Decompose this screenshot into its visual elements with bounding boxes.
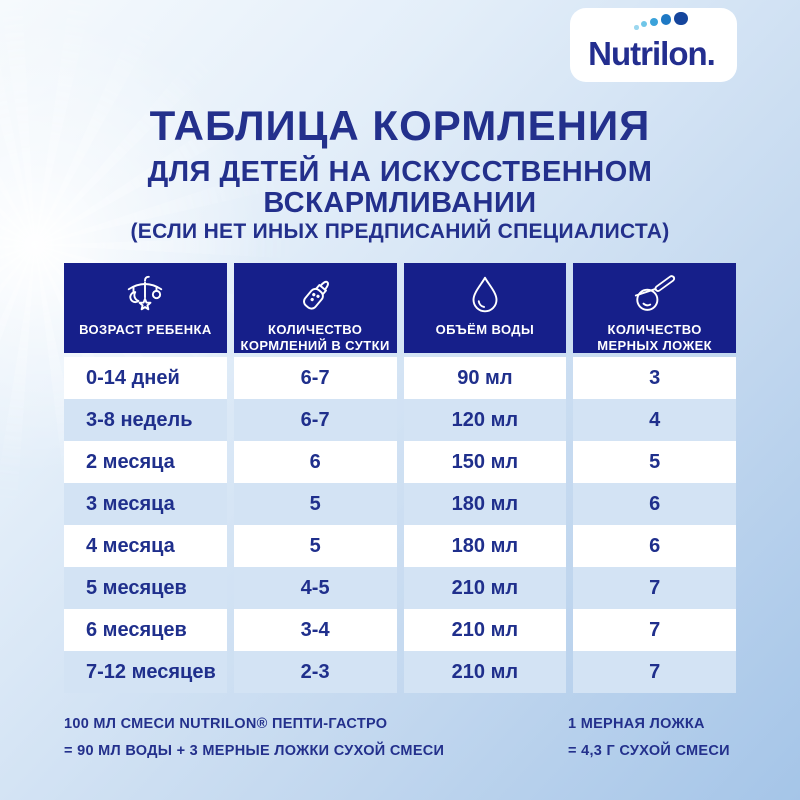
cell-feedings: 3-4: [233, 609, 397, 651]
cell-age: 5 месяцев: [64, 567, 227, 609]
cell-age: 3 месяца: [64, 483, 227, 525]
column-header-scoops: КОЛИЧЕСТВО МЕРНЫХ ЛОЖЕК: [573, 263, 736, 353]
cell-scoops: 7: [573, 567, 736, 609]
feeding-table: ВОЗРАСТ РЕБЕНКА КОЛИЧ: [64, 263, 736, 693]
footnote-line: = 4,3 Г СУХОЙ СМЕСИ: [568, 743, 730, 759]
cell-water: 120 мл: [403, 399, 567, 441]
cell-feedings: 5: [233, 525, 397, 567]
cell-age: 0-14 дней: [64, 357, 227, 399]
cell-water: 210 мл: [403, 567, 567, 609]
footnote-line: = 90 МЛ ВОДЫ + 3 МЕРНЫЕ ЛОЖКИ СУХОЙ СМЕС…: [64, 743, 445, 759]
logo-dot-icon: [649, 17, 658, 26]
column-header-label: КОЛИЧЕСТВО КОРМЛЕНИЙ В СУТКИ: [240, 322, 390, 353]
cell-water: 210 мл: [403, 651, 567, 693]
baby-bottle-icon: [292, 272, 338, 318]
cell-scoops: 7: [573, 651, 736, 693]
footnote-scoop-weight: 1 МЕРНАЯ ЛОЖКА = 4,3 Г СУХОЙ СМЕСИ: [568, 711, 730, 765]
cell-age: 4 месяца: [64, 525, 227, 567]
cell-scoops: 3: [573, 357, 736, 399]
cell-scoops: 5: [573, 441, 736, 483]
baby-mobile-icon: [122, 272, 168, 318]
logo-dot-icon: [660, 14, 671, 25]
footnote-line: 100 МЛ СМЕСИ NUTRILON® ПЕПТИ-ГАСТРО: [64, 716, 388, 732]
cell-feedings: 6: [233, 441, 397, 483]
cell-feedings: 6-7: [233, 399, 397, 441]
subtitle-line-1: ДЛЯ ДЕТЕЙ НА ИСКУССТВЕННОМ: [147, 156, 653, 188]
cell-feedings: 2-3: [233, 651, 397, 693]
cell-scoops: 6: [573, 483, 736, 525]
cell-feedings: 5: [233, 483, 397, 525]
logo-wordmark: Nutrilon.: [588, 35, 716, 72]
cell-water: 150 мл: [403, 441, 567, 483]
cell-water: 210 мл: [403, 609, 567, 651]
table-body: 0-14 дней 6-7 90 мл 3 3-8 недель 6-7 120…: [64, 357, 736, 693]
disclaimer-note: (ЕСЛИ НЕТ ИНЫХ ПРЕДПИСАНИЙ СПЕЦИАЛИСТА): [130, 220, 670, 243]
logo-dot-icon: [634, 25, 639, 30]
cell-age: 6 месяцев: [64, 609, 227, 651]
cell-water: 180 мл: [403, 525, 567, 567]
logo-dot-icon: [674, 11, 688, 25]
column-header-label: КОЛИЧЕСТВО МЕРНЫХ ЛОЖЕК: [597, 322, 713, 353]
cell-age: 3-8 недель: [64, 399, 227, 441]
logo-dot-icon: [641, 21, 647, 27]
subtitle-line-2: ВСКАРМЛИВАНИИ: [263, 187, 537, 219]
cell-water: 90 мл: [403, 357, 567, 399]
footnote-mix-ratio: 100 МЛ СМЕСИ NUTRILON® ПЕПТИ-ГАСТРО = 90…: [64, 711, 444, 765]
page-subtitle: ДЛЯ ДЕТЕЙ НА ИСКУССТВЕННОМ ВСКАРМЛИВАНИИ: [0, 157, 800, 219]
cell-age: 7-12 месяцев: [64, 651, 227, 693]
column-header-label: ОБЪЁМ ВОДЫ: [435, 322, 535, 337]
cell-feedings: 6-7: [233, 357, 397, 399]
cell-scoops: 7: [573, 609, 736, 651]
column-header-water: ОБЪЁМ ВОДЫ: [403, 263, 567, 353]
page-title: ТАБЛИЦА КОРМЛЕНИЯ: [149, 102, 651, 149]
column-header-age: ВОЗРАСТ РЕБЕНКА: [64, 263, 227, 353]
table-header-row: ВОЗРАСТ РЕБЕНКА КОЛИЧ: [64, 263, 736, 353]
water-drop-icon: [462, 272, 508, 318]
cell-scoops: 4: [573, 399, 736, 441]
cell-feedings: 4-5: [233, 567, 397, 609]
nutrilon-logo: Nutrilon.: [570, 8, 737, 82]
measuring-scoop-icon: [632, 272, 678, 318]
cell-water: 180 мл: [403, 483, 567, 525]
column-header-label: ВОЗРАСТ РЕБЕНКА: [79, 322, 212, 337]
column-header-feedings: КОЛИЧЕСТВО КОРМЛЕНИЙ В СУТКИ: [233, 263, 397, 353]
cell-age: 2 месяца: [64, 441, 227, 483]
cell-scoops: 6: [573, 525, 736, 567]
footnote-line: 1 МЕРНАЯ ЛОЖКА: [568, 716, 705, 732]
